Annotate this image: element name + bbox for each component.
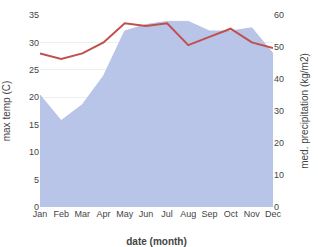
svg-text:30: 30 bbox=[29, 38, 39, 48]
svg-text:Feb: Feb bbox=[53, 209, 69, 219]
svg-text:20: 20 bbox=[274, 138, 284, 148]
svg-text:25: 25 bbox=[29, 65, 39, 75]
svg-text:Mar: Mar bbox=[75, 209, 91, 219]
svg-text:med. precipitation (kg/m2): med. precipitation (kg/m2) bbox=[299, 53, 310, 169]
svg-text:Oct: Oct bbox=[224, 209, 239, 219]
svg-text:60: 60 bbox=[274, 10, 284, 20]
svg-text:Jul: Jul bbox=[161, 209, 173, 219]
svg-text:0: 0 bbox=[274, 202, 279, 212]
svg-text:Apr: Apr bbox=[97, 209, 111, 219]
svg-text:40: 40 bbox=[274, 74, 284, 84]
svg-text:35: 35 bbox=[29, 10, 39, 20]
svg-text:date (month): date (month) bbox=[126, 236, 187, 247]
svg-text:30: 30 bbox=[274, 106, 284, 116]
svg-text:max temp (C): max temp (C) bbox=[1, 81, 12, 142]
svg-text:Aug: Aug bbox=[180, 209, 196, 219]
svg-text:50: 50 bbox=[274, 42, 284, 52]
svg-text:Jan: Jan bbox=[33, 209, 48, 219]
svg-text:15: 15 bbox=[29, 120, 39, 130]
svg-text:May: May bbox=[116, 209, 134, 219]
svg-text:0: 0 bbox=[34, 202, 39, 212]
svg-text:Dec: Dec bbox=[265, 209, 282, 219]
svg-text:10: 10 bbox=[274, 170, 284, 180]
svg-text:Sep: Sep bbox=[201, 209, 217, 219]
svg-text:20: 20 bbox=[29, 92, 39, 102]
svg-text:5: 5 bbox=[34, 175, 39, 185]
svg-text:Jun: Jun bbox=[139, 209, 154, 219]
svg-text:Nov: Nov bbox=[244, 209, 261, 219]
svg-text:10: 10 bbox=[29, 147, 39, 157]
